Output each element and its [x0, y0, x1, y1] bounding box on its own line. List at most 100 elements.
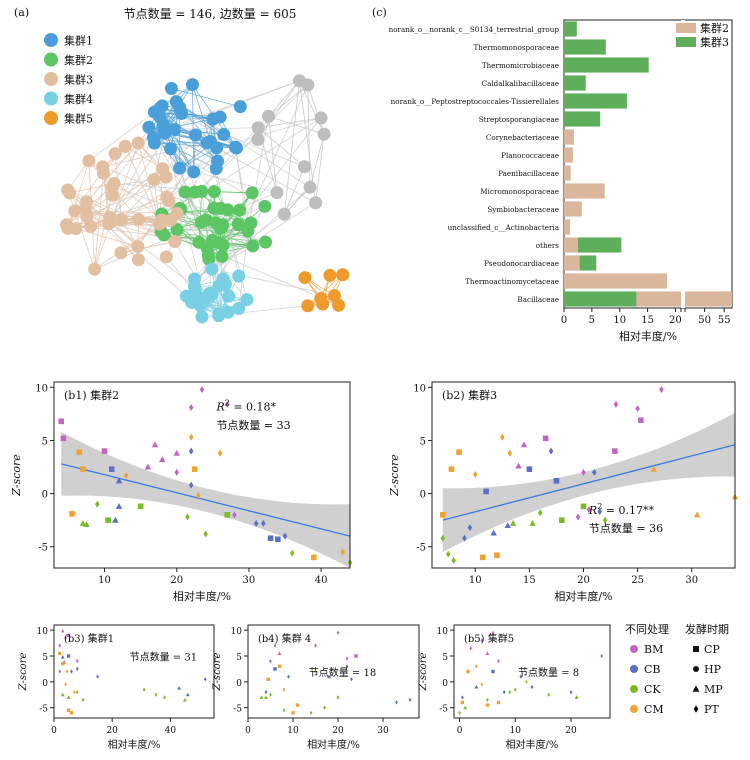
node-count: 节点数量 = 33 — [216, 419, 290, 432]
point-CM-PT — [507, 449, 513, 457]
point-CM-PT — [340, 548, 346, 556]
network-node — [164, 142, 178, 156]
network-edge — [90, 223, 160, 227]
network-edge — [176, 101, 311, 188]
point-CB-CP — [108, 466, 115, 472]
period-legend-marker — [693, 705, 699, 713]
point-BM-MP — [520, 441, 528, 448]
bar-segment — [564, 129, 575, 145]
network-edge — [307, 84, 325, 135]
point-CM-PT — [500, 433, 505, 441]
point-CB-PT — [548, 447, 554, 455]
network-node — [61, 183, 75, 197]
point-CB-CP — [491, 669, 495, 674]
legend-label-4: 集群4 — [64, 92, 93, 106]
network-edge — [283, 166, 305, 215]
point-CM-PT — [474, 664, 478, 669]
category-label: Streptosporangiaceae — [479, 115, 559, 124]
point-CK-PT — [81, 697, 85, 703]
point-CM-CP — [266, 677, 270, 681]
point-CB-MP — [185, 692, 190, 697]
x-tick-label: 0 — [245, 726, 251, 736]
bar-segment — [685, 291, 732, 307]
category-label: Bacillaceae — [517, 295, 559, 304]
x-tick-label: 40 — [165, 726, 177, 736]
network-node — [205, 262, 219, 276]
network-node — [189, 128, 203, 142]
bar-segment — [564, 219, 571, 235]
network-node — [215, 249, 229, 263]
point-CB-MP — [115, 477, 123, 484]
point-BM-PT — [586, 506, 592, 514]
point-CM-PT — [525, 679, 528, 684]
treatment-legend-label: CB — [644, 663, 661, 676]
network-node — [60, 218, 74, 232]
point-CB-PT — [282, 532, 288, 540]
point-CB-CP — [273, 667, 277, 671]
axes-frame — [453, 624, 611, 719]
point-CM-CP — [80, 466, 86, 472]
treatment-legend-title: 不同处理 — [625, 623, 669, 636]
network-node — [147, 131, 161, 145]
network-node — [131, 240, 145, 254]
point-CB-CP — [66, 654, 71, 658]
network-node — [131, 136, 145, 150]
point-CK-PT — [602, 516, 608, 524]
network-node — [103, 210, 117, 224]
point-CB-PT — [96, 674, 99, 679]
point-CB-PT — [519, 674, 523, 679]
network-node — [142, 120, 156, 134]
treatment-legend-label: CK — [644, 683, 661, 696]
network-node — [131, 253, 145, 267]
point-CK-MP — [529, 520, 536, 526]
point-BM-CP — [60, 435, 67, 442]
category-label: Thermoactinomycetaceae — [465, 277, 559, 286]
bar-x-tick-label: 5 — [589, 315, 595, 326]
point-CK-PT — [75, 690, 79, 695]
point-CM-CP — [291, 711, 295, 715]
point-CM-PT — [123, 472, 129, 480]
scatter-panel-b2: 10 15 20 25 30 -5 0 5 10 相对丰度/% Z-score (b2) 集群3 R2 … — [388, 381, 739, 603]
point-CB-MP — [112, 516, 119, 523]
network-node — [96, 166, 110, 180]
y-tick-label: -5 — [439, 705, 448, 715]
point-CM-PT — [64, 682, 67, 687]
network-node — [277, 207, 291, 221]
y-tick-label: 10 — [37, 627, 49, 637]
network-edge — [257, 127, 305, 167]
point-CK-CP — [580, 503, 587, 510]
r-squared-value: = 0.17** — [602, 504, 654, 517]
axes-frame — [53, 381, 351, 569]
y-tick-label: -5 — [233, 705, 242, 715]
network-edge — [94, 223, 160, 270]
point-BM-PT — [581, 468, 586, 476]
network-node — [258, 199, 272, 213]
point-CM-CP — [58, 651, 62, 656]
category-label: Pseudonocardiaceae — [484, 259, 559, 268]
treatment-legend-marker — [630, 705, 638, 713]
y-tick-label: 5 — [42, 436, 48, 447]
category-label: Micromonosporaceae — [480, 187, 559, 196]
network-edge — [159, 107, 218, 162]
network-edge — [124, 145, 163, 170]
x-axis-label: 相对丰度/% — [173, 589, 231, 603]
network-node — [212, 307, 226, 321]
network-edge — [257, 80, 300, 140]
network-node — [167, 123, 181, 137]
node-count: 节点数量 = 18 — [309, 666, 376, 679]
network-edge — [283, 80, 300, 215]
y-tick-label: -5 — [39, 705, 48, 715]
network-edge — [268, 115, 325, 135]
point-BM-CP — [354, 654, 358, 658]
point-CK-PT — [440, 534, 446, 542]
node-count: 节点数量 = 31 — [130, 651, 197, 664]
network-edge — [211, 84, 309, 295]
point-CB-PT — [253, 519, 259, 527]
network-node — [314, 111, 328, 125]
legends: 不同处理 BM CB CK CM 发酵时期 CP HP MP PT — [625, 622, 729, 716]
bar-segment — [579, 255, 597, 271]
network-node — [160, 190, 174, 204]
x-axis-label: 相对丰度/% — [506, 738, 559, 751]
point-CK-PT — [486, 697, 489, 703]
point-CM-PT — [65, 669, 69, 674]
